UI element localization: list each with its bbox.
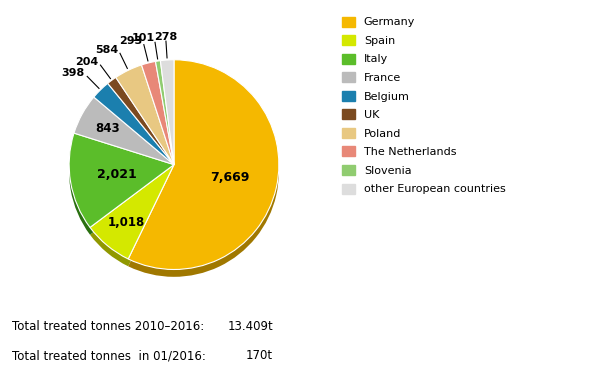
Wedge shape [142, 61, 174, 165]
Wedge shape [155, 61, 174, 165]
Text: 13.409t: 13.409t [228, 320, 274, 333]
Text: 584: 584 [95, 44, 118, 55]
Text: 1,018: 1,018 [107, 216, 145, 229]
Wedge shape [69, 133, 174, 228]
Wedge shape [108, 85, 174, 172]
Text: 398: 398 [61, 69, 84, 79]
Text: 170t: 170t [246, 349, 273, 363]
Text: 101: 101 [131, 33, 154, 43]
Text: Total treated tonnes  in 01/2016:: Total treated tonnes in 01/2016: [12, 349, 206, 363]
Wedge shape [160, 67, 174, 172]
Wedge shape [116, 72, 174, 172]
Wedge shape [94, 91, 174, 172]
Legend: Germany, Spain, Italy, France, Belgium, UK, Poland, The Netherlands, Slovenia, o: Germany, Spain, Italy, France, Belgium, … [341, 17, 506, 195]
Wedge shape [142, 69, 174, 172]
Text: Total treated tonnes 2010–2016:: Total treated tonnes 2010–2016: [12, 320, 204, 333]
Text: 278: 278 [154, 32, 177, 42]
Wedge shape [94, 83, 174, 165]
Wedge shape [90, 172, 174, 266]
Text: 843: 843 [95, 122, 120, 135]
Wedge shape [128, 60, 279, 269]
Text: 7,669: 7,669 [211, 171, 250, 184]
Wedge shape [90, 165, 174, 259]
Wedge shape [108, 77, 174, 165]
Wedge shape [155, 68, 174, 172]
Wedge shape [160, 60, 174, 165]
Wedge shape [128, 67, 279, 277]
Wedge shape [116, 65, 174, 165]
Text: 204: 204 [75, 57, 98, 67]
Wedge shape [74, 104, 174, 172]
Text: 2,021: 2,021 [97, 168, 137, 181]
Text: 293: 293 [119, 36, 143, 46]
Wedge shape [74, 97, 174, 165]
Wedge shape [69, 141, 174, 235]
